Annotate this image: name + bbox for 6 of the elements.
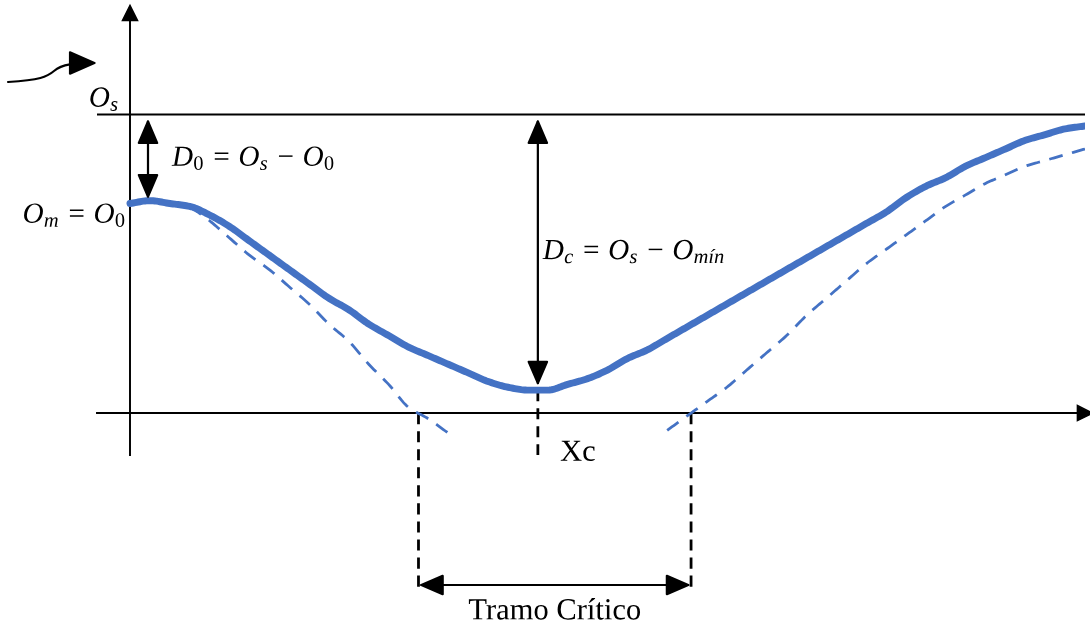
ref-line-label: O$_{s}$ <box>90 87 118 111</box>
annotation: O$_{m}$ = O$_{0}$ <box>24 203 125 228</box>
text: Xc <box>560 440 595 462</box>
annotation: D$_{0}$ = O$_{s}$ − O$_{0}$ <box>171 146 334 171</box>
annotation: D$_{c}$ = O$_{s}$ − O$_{mín}$ <box>542 239 724 264</box>
text: Tramo Crítico <box>468 598 641 620</box>
